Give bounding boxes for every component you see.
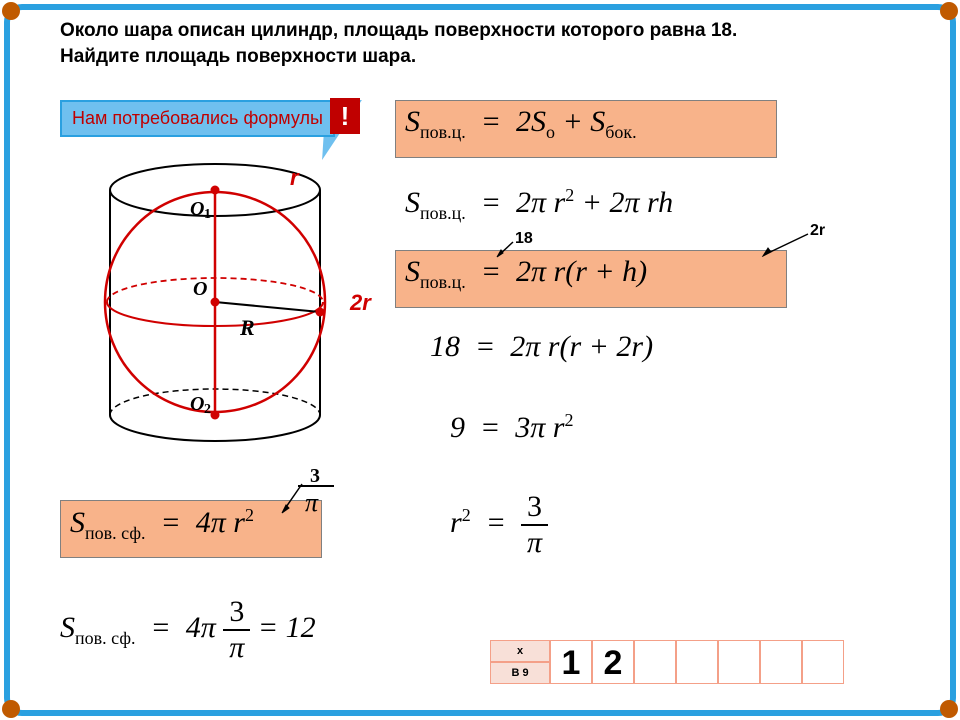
problem-line1: Около шара описан цилиндр, площадь повер… — [60, 20, 737, 41]
formula-2: Sпов.ц. = 2π r2 + 2π rh — [405, 185, 673, 224]
annot-2r: 2r — [810, 222, 825, 240]
svg-text:1: 1 — [204, 207, 211, 222]
answer-label: В 9 — [490, 662, 550, 684]
answer-cell-0: 1 — [550, 640, 592, 684]
cylinder-sphere-diagram: O 1 O O 2 R — [85, 160, 345, 450]
label-R: R — [239, 315, 255, 340]
corner-tr — [940, 2, 958, 20]
formula-1: Sпов.ц. = 2Sо + Sбок. — [405, 105, 637, 143]
answer-cell-6 — [802, 640, 844, 684]
formula-6: r2 = 3π — [450, 490, 548, 560]
answer-cell-1: 2 — [592, 640, 634, 684]
arrow-3pi — [280, 480, 304, 515]
diagram-r-label: r — [290, 165, 299, 191]
callout-box: Нам потребовались формулы — [60, 100, 335, 137]
corner-br — [940, 700, 958, 718]
formula-7: Sпов. сф. = 4π r2 — [70, 505, 254, 544]
answer-cell-3 — [676, 640, 718, 684]
formula-3: Sпов.ц. = 2π r(r + h) — [405, 255, 647, 293]
label-O: O — [193, 278, 207, 300]
label-O1: O — [190, 198, 204, 220]
annot-18: 18 — [515, 230, 533, 248]
answer-cell-4 — [718, 640, 760, 684]
label-O2: O — [190, 393, 204, 415]
answer-box: х В 9 1 2 — [490, 640, 844, 684]
corner-tl — [2, 2, 20, 20]
annot-pi: π — [305, 488, 318, 518]
diagram-2r-label: 2r — [350, 290, 371, 316]
arrow-18 — [495, 240, 515, 258]
problem-text: Около шара описан цилиндр, площадь повер… — [60, 18, 900, 69]
corner-bl — [2, 700, 20, 718]
formula-4: 18 = 2π r(r + 2r) — [430, 330, 653, 364]
svg-text:2: 2 — [204, 402, 211, 417]
bang-icon: ! — [330, 98, 360, 134]
problem-line2: Найдите площадь поверхности шара. — [60, 46, 416, 67]
arrow-2r — [760, 232, 810, 257]
formula-5: 9 = 3π r2 — [450, 410, 573, 445]
answer-label-col: х В 9 — [490, 640, 550, 684]
formula-8: Sпов. сф. = 4π 3π = 12 — [60, 595, 316, 665]
answer-cell-2 — [634, 640, 676, 684]
answer-x: х — [490, 640, 550, 662]
callout-text: Нам потребовались формулы — [72, 108, 323, 128]
answer-cell-5 — [760, 640, 802, 684]
